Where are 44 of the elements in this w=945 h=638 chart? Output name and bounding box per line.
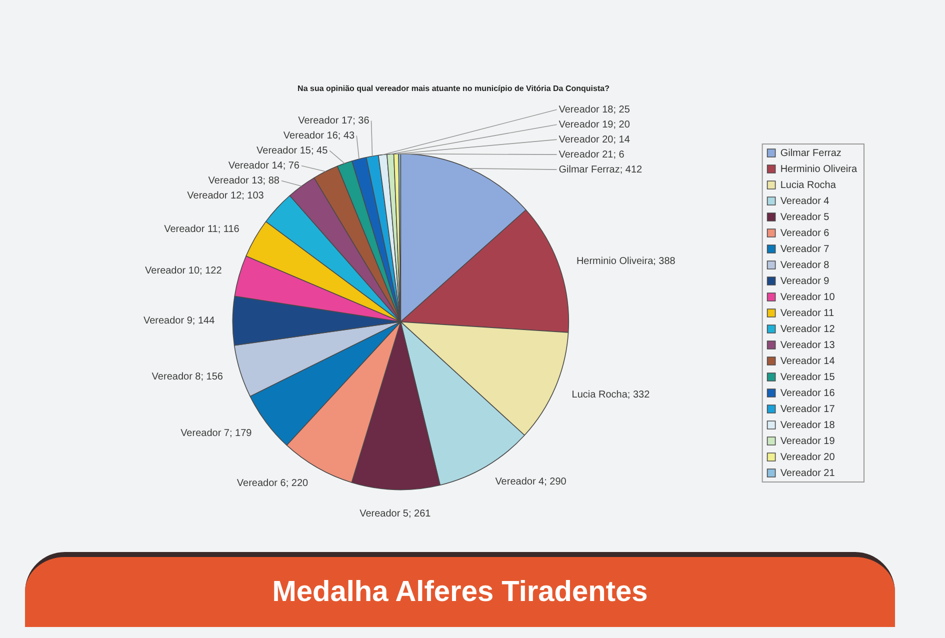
data-label: Herminio Oliveira; 388 xyxy=(576,256,676,267)
legend-label: Vereador 6 xyxy=(780,228,830,239)
legend-label: Vereador 5 xyxy=(780,212,830,223)
data-label: Gilmar Ferraz; 412 xyxy=(558,164,643,176)
legend-label: Herminio Oliveira xyxy=(780,164,858,175)
chart-title: Na sua opinião qual vereador mais atuante no município de Vitória Da Conquista? xyxy=(298,84,610,94)
legend-label: Vereador 8 xyxy=(780,260,830,271)
legend-label: Vereador 16 xyxy=(780,388,836,399)
data-label: Vereador 11; 116 xyxy=(164,224,240,235)
data-label: Vereador 20; 14 xyxy=(558,134,630,146)
data-label: Vereador 8; 156 xyxy=(152,372,224,383)
data-label: Vereador 10; 122 xyxy=(145,266,222,277)
legend-label: Vereador 19 xyxy=(780,436,836,447)
data-label: Vereador 19; 20 xyxy=(558,119,630,130)
data-label: Vereador 9; 144 xyxy=(143,315,216,326)
legend-label: Vereador 11 xyxy=(780,308,834,319)
data-label: Vereador 5; 261 xyxy=(360,508,432,520)
data-label: Vereador 18; 25 xyxy=(558,104,630,116)
data-label: Vereador 16; 43 xyxy=(283,130,356,142)
legend-label: Vereador 12 xyxy=(780,324,836,335)
legend-label: Vereador 15 xyxy=(780,372,836,383)
banner: Medalha Alferes Tiradentes xyxy=(25,552,895,627)
legend-label: Vereador 10 xyxy=(780,292,836,303)
data-label: Vereador 14; 76 xyxy=(228,160,300,172)
legend-label: Vereador 17 xyxy=(780,404,836,415)
legend-label: Vereador 7 xyxy=(780,244,830,255)
data-label: Lucia Rocha; 332 xyxy=(572,389,650,400)
legend-label: Vereador 20 xyxy=(780,452,836,463)
data-label: Vereador 15; 45 xyxy=(256,145,328,156)
data-label: Vereador 13; 88 xyxy=(208,175,280,186)
legend-label: Vereador 21 xyxy=(780,468,836,479)
legend-label: Vereador 13 xyxy=(780,340,836,351)
legend-label: Vereador 4 xyxy=(780,196,830,207)
data-label: Vereador 12; 103 xyxy=(187,190,264,202)
legend-label: Vereador 9 xyxy=(780,276,830,287)
legend-label: Lucia Rocha xyxy=(780,180,836,191)
legend-label: Gilmar Ferraz xyxy=(780,148,842,159)
data-label: Vereador 17; 36 xyxy=(298,115,370,126)
data-label: Vereador 6; 220 xyxy=(236,478,309,489)
data-label: Vereador 4; 290 xyxy=(495,476,567,488)
legend-label: Vereador 14 xyxy=(780,356,836,367)
legend-label: Vereador 18 xyxy=(780,420,836,431)
data-label: Vereador 7; 179 xyxy=(180,428,252,439)
data-label: Vereador 21; 6 xyxy=(558,149,625,160)
